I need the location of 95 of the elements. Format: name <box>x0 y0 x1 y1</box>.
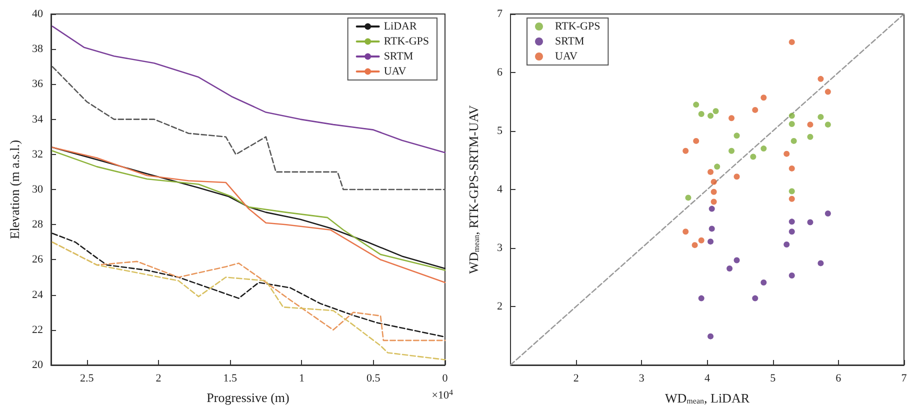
point <box>693 138 700 144</box>
point <box>807 134 814 140</box>
y-tick-label: 28 <box>32 218 44 231</box>
point <box>807 122 814 128</box>
legend-label: UAV <box>555 50 578 62</box>
point <box>784 241 790 248</box>
legend-label: SRTM <box>384 50 414 62</box>
legend-label: LiDAR <box>384 20 418 32</box>
y-tick-label: 20 <box>32 359 44 371</box>
point <box>682 148 689 154</box>
y-tick-label: 26 <box>32 254 44 266</box>
y-tick-label: 2 <box>497 300 502 312</box>
point <box>698 237 704 244</box>
point <box>788 165 795 172</box>
y-tick-label: 36 <box>32 78 44 90</box>
point <box>685 194 692 201</box>
point <box>728 115 735 122</box>
point <box>726 265 733 272</box>
point <box>708 333 714 340</box>
legend-label: RTK-GPS <box>384 36 430 48</box>
x-tick-label: 3 <box>638 372 645 384</box>
point <box>784 150 790 157</box>
point <box>728 148 735 154</box>
point <box>788 196 795 202</box>
point <box>708 226 715 232</box>
point <box>708 206 715 212</box>
point <box>734 174 740 180</box>
point <box>760 280 767 286</box>
legend-label: UAV <box>384 66 406 78</box>
x-tick-label: 0.5 <box>366 372 381 384</box>
point <box>818 76 824 82</box>
point <box>714 164 720 170</box>
x-tick-label: 5 <box>770 372 776 384</box>
y-axis-title: WDmean, RTK-GPS-SRTM-UAV <box>466 104 481 274</box>
point <box>788 228 795 235</box>
point <box>788 39 795 46</box>
point <box>788 112 795 119</box>
point <box>752 106 758 113</box>
point <box>790 138 797 144</box>
x-axis-title: Progressive (m) <box>206 390 290 405</box>
legend-label: RTK-GPS <box>555 20 600 32</box>
point <box>692 242 698 248</box>
x-tick-label: 4 <box>704 372 710 384</box>
point <box>824 88 831 95</box>
x-tick-label: 1 <box>298 372 304 384</box>
point <box>693 102 700 108</box>
point <box>788 188 795 194</box>
point <box>818 260 824 266</box>
point <box>824 122 831 128</box>
x-tick-label: 7 <box>901 372 908 384</box>
y-tick-label: 40 <box>32 8 44 20</box>
point <box>708 112 714 119</box>
line-series <box>52 242 446 360</box>
point <box>760 146 767 152</box>
point <box>698 111 704 118</box>
point <box>710 188 717 195</box>
y-tick-label: 30 <box>32 184 44 196</box>
point <box>710 198 717 205</box>
point <box>698 295 704 302</box>
point <box>710 178 717 185</box>
y-tick-label: 4 <box>497 184 503 196</box>
legend-label: SRTM <box>555 36 585 48</box>
y-tick-label: 38 <box>32 43 44 56</box>
point <box>750 154 756 160</box>
x-tick-label: 0 <box>442 372 448 384</box>
line-series <box>52 66 446 190</box>
point <box>752 295 758 302</box>
point <box>788 218 795 225</box>
point <box>818 114 824 120</box>
point <box>824 210 831 216</box>
point <box>682 228 689 235</box>
point <box>734 132 740 139</box>
y-tick-label: 6 <box>497 66 503 78</box>
x-tick-label: 1.5 <box>223 372 238 384</box>
y-tick-label: 5 <box>497 125 503 137</box>
y-tick-label: 34 <box>32 113 44 126</box>
point <box>788 272 795 278</box>
point <box>760 94 767 101</box>
point <box>807 219 814 226</box>
x-tick-label: 6 <box>836 372 842 384</box>
y-tick-label: 24 <box>32 288 44 301</box>
y-axis-title: Elevation (m a.s.l.) <box>7 140 22 240</box>
point <box>708 238 714 245</box>
y-tick-label: 7 <box>497 8 503 20</box>
point <box>712 108 719 114</box>
x-tick-label: 2 <box>573 372 579 384</box>
y-tick-label: 3 <box>497 242 503 254</box>
point <box>734 257 740 264</box>
y-tick-label: 32 <box>32 148 43 160</box>
x-tick-label: 2 <box>156 372 162 384</box>
point <box>708 168 714 175</box>
point <box>788 120 795 127</box>
y-tick-label: 22 <box>32 324 43 336</box>
x-axis-title: WDmean, LiDAR <box>665 390 750 406</box>
x-tick-label: 2.5 <box>80 372 94 384</box>
